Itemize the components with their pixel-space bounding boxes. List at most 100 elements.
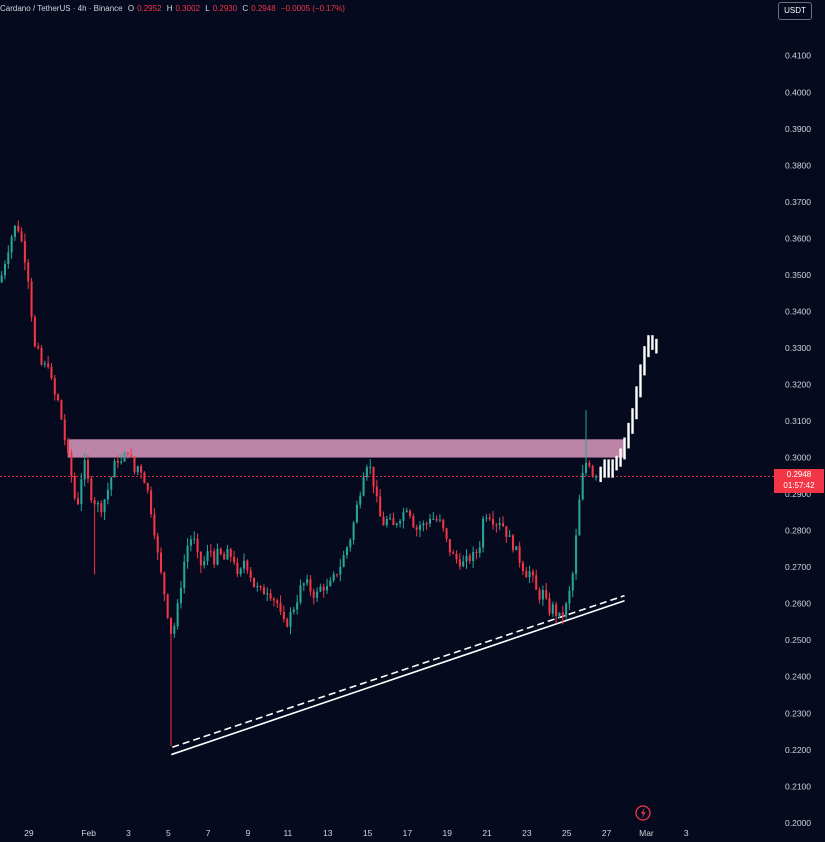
candle-body [143, 472, 146, 484]
candle-body [345, 547, 348, 556]
candle [575, 528, 578, 580]
candle [160, 547, 163, 575]
candle [133, 456, 136, 475]
candle [515, 546, 518, 551]
candle [495, 522, 498, 533]
replay-icon-layer[interactable] [635, 805, 651, 821]
candle-body [565, 603, 568, 617]
lightning-bolt-icon[interactable] [635, 805, 651, 821]
candle [219, 547, 222, 556]
candle [584, 410, 588, 476]
candle-body [435, 518, 438, 521]
current-price-tag: 0.2948 01:57:42 [774, 468, 824, 493]
candle [442, 518, 445, 532]
currency-unit-button[interactable]: USDT [778, 2, 812, 20]
candle [302, 582, 305, 591]
price-tick-label: 0.2700 [785, 562, 811, 572]
projection-bar [619, 448, 622, 467]
time-tick-label: 21 [482, 828, 492, 838]
candle [359, 491, 362, 509]
candle-body [508, 535, 511, 537]
candle [156, 532, 159, 561]
candle [163, 571, 166, 602]
candle-body [521, 562, 524, 572]
candle-body [405, 510, 408, 513]
candle [86, 454, 90, 484]
candle [266, 587, 269, 602]
candle [193, 531, 196, 544]
time-axis[interactable]: 29 Feb 3 5 7 9 11 13 15 17 19 21 23 25 27 Mar 3 [24, 828, 689, 838]
candle-body [428, 518, 431, 524]
candle-body [322, 586, 325, 591]
candle [538, 587, 541, 604]
candle [3, 260, 7, 280]
candle-body [326, 586, 329, 591]
candle-body [385, 518, 388, 526]
candle-body [216, 548, 219, 565]
candle-body [100, 503, 103, 513]
candle-body [551, 604, 554, 614]
candle-body [475, 552, 478, 554]
candle [123, 451, 126, 462]
high-value: 0.3002 [175, 4, 201, 13]
candle [173, 623, 176, 639]
candle [418, 521, 422, 538]
candle [103, 498, 106, 521]
candle-body [37, 346, 40, 348]
candle [282, 605, 285, 623]
candle-body [531, 571, 534, 576]
candle-body [213, 551, 216, 565]
candle-body [548, 598, 551, 614]
projection-bar [603, 459, 606, 478]
candle-body [163, 572, 166, 595]
candle-body [581, 472, 584, 500]
candle-body [505, 526, 508, 537]
candle-body [594, 476, 598, 478]
candle-body [382, 516, 385, 526]
candle-body [362, 477, 365, 496]
price-axis[interactable]: 0.4100 0.4000 0.3900 0.3800 0.3700 0.3600 0.35… [785, 51, 811, 828]
candle-body [179, 588, 182, 604]
candle [13, 225, 16, 241]
candle [256, 582, 259, 592]
candle-body [558, 612, 561, 616]
candle-body [445, 528, 448, 539]
price-tick-label: 0.3300 [785, 343, 811, 353]
candle-body [136, 466, 139, 473]
candle [203, 555, 206, 569]
projection-bar [627, 422, 630, 449]
candle-body [173, 626, 176, 634]
candle-body [492, 518, 495, 525]
candle-body [538, 589, 541, 600]
candle [27, 258, 30, 289]
candle-body [584, 462, 588, 473]
candle [412, 513, 415, 529]
price-tick-label: 0.3100 [785, 416, 811, 426]
candle [475, 548, 478, 560]
candle-body [462, 561, 465, 567]
candle [17, 220, 20, 233]
time-tick-label: 3 [684, 828, 689, 838]
candle [349, 537, 352, 552]
candle [20, 227, 23, 243]
candle-body [249, 570, 252, 578]
candle-body [302, 583, 305, 586]
candle-body [123, 452, 126, 462]
candle [140, 463, 143, 479]
candle-body [7, 252, 10, 264]
candle-body [233, 556, 236, 563]
candle [259, 585, 262, 591]
candle-body [30, 281, 33, 318]
candle-body [432, 518, 435, 520]
candle [272, 596, 275, 607]
candle [445, 527, 448, 543]
candle [541, 585, 544, 606]
candle-body [83, 460, 86, 480]
time-tick-label: 23 [522, 828, 532, 838]
candle [299, 579, 302, 605]
candle-body [153, 514, 156, 536]
time-tick-label: 27 [602, 828, 612, 838]
candle [335, 573, 339, 578]
time-tick-label: 11 [283, 828, 292, 838]
